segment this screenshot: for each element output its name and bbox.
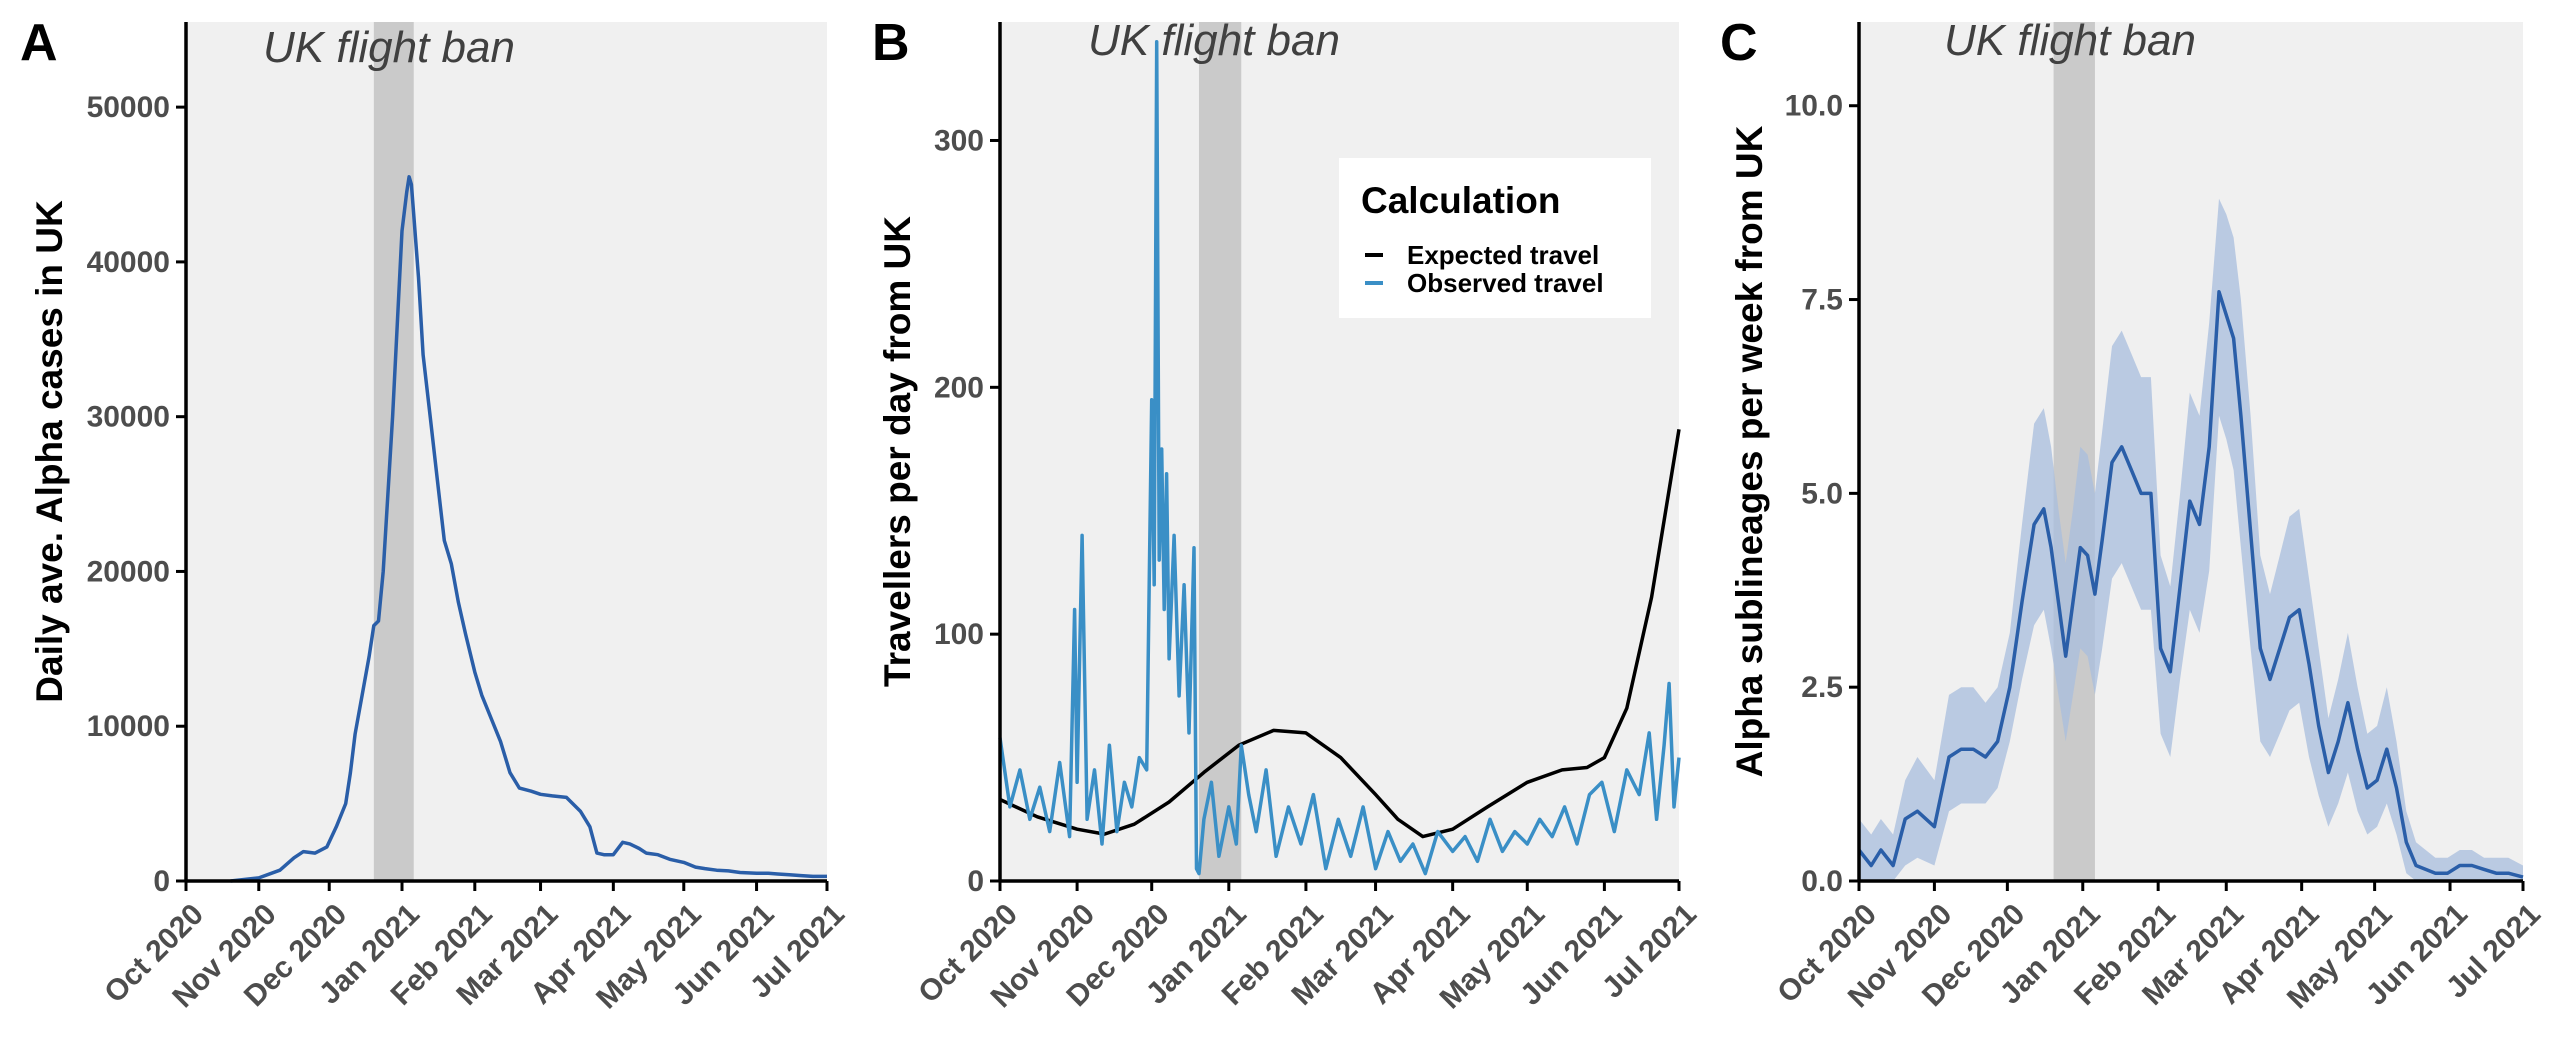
legend-entry-label: Expected travel [1407, 240, 1599, 270]
y-tick-label: 50000 [87, 91, 170, 124]
series-observed-travel [998, 39, 1681, 876]
flight-ban-label: UK flight ban [1944, 16, 2196, 65]
y-tick-label: 10000 [87, 710, 170, 743]
plot-background [186, 22, 827, 881]
y-tick-label: 200 [934, 371, 984, 404]
panel-letter: B [872, 14, 910, 72]
series-line [1857, 290, 2524, 879]
y-tick-label: 30000 [87, 401, 170, 434]
y-axis-label: Travellers per day from UK [877, 216, 918, 687]
y-tick-label: 5.0 [1801, 477, 1843, 510]
legend-title: Calculation [1361, 180, 1560, 221]
flight-ban-label: UK flight ban [263, 23, 515, 72]
series-expected-travel [999, 429, 1681, 839]
y-tick-label: 100 [934, 618, 984, 651]
legend-entry-label: Observed travel [1407, 268, 1604, 298]
series-line [230, 175, 827, 883]
panel-letter: A [20, 14, 58, 72]
flight-ban-label: UK flight ban [1088, 16, 1340, 65]
y-tick-label: 0 [967, 865, 984, 898]
panel-letter: C [1720, 14, 1758, 72]
y-tick-label: 40000 [87, 246, 170, 279]
y-tick-label: 2.5 [1801, 671, 1843, 704]
y-tick-label: 20000 [87, 555, 170, 588]
y-tick-label: 300 [934, 124, 984, 157]
y-tick-label: 0 [153, 865, 170, 898]
plot-background [1000, 22, 1679, 881]
y-axis-label: Daily ave. Alpha cases in UK [29, 200, 70, 703]
legend-box [1339, 158, 1651, 318]
y-tick-label: 7.5 [1801, 284, 1843, 317]
flight-ban-band [1198, 22, 1242, 881]
flight-ban-band [373, 22, 414, 881]
y-tick-label: 0.0 [1801, 865, 1843, 898]
y-tick-label: 10.0 [1785, 90, 1843, 123]
flight-ban-band [2053, 22, 2095, 881]
confidence-band [1859, 198, 2523, 882]
y-axis-label: Alpha sublineages per week from UK [1729, 125, 1770, 777]
